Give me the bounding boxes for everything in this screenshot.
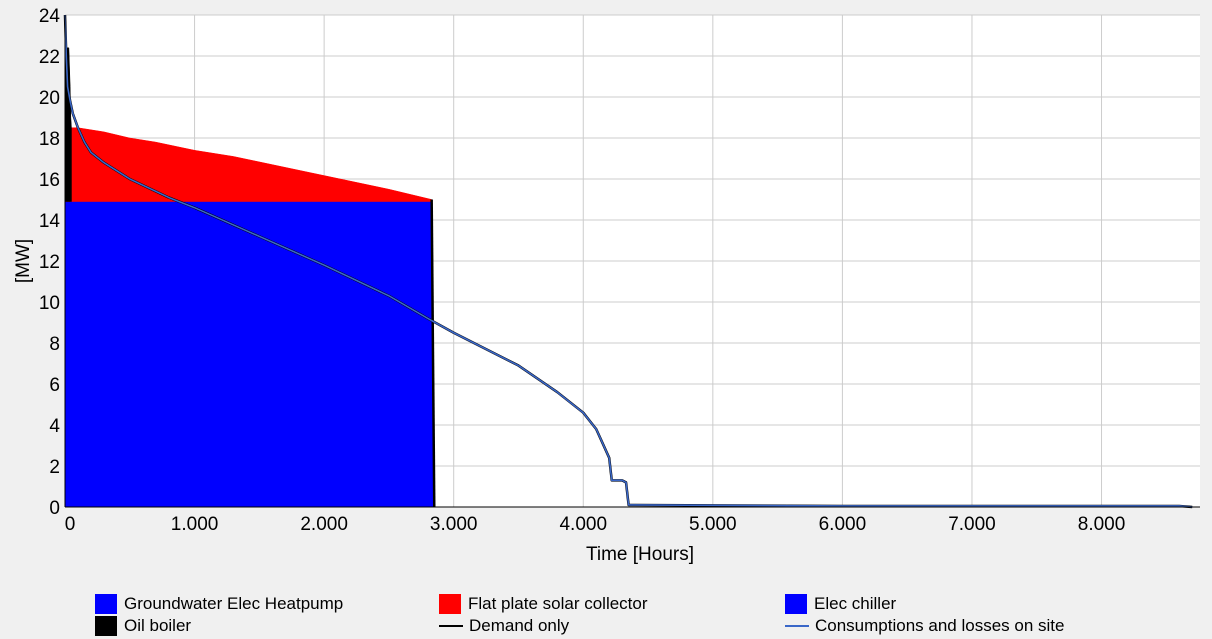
x-tick-label: 0 <box>65 514 76 535</box>
legend-swatch <box>439 594 461 614</box>
x-tick-label: 6.000 <box>819 514 867 535</box>
x-tick-label: 5.000 <box>689 514 737 535</box>
x-tick-label: 2.000 <box>300 514 348 535</box>
legend-label: Oil boiler <box>124 616 192 635</box>
y-tick-label: 20 <box>39 88 60 109</box>
y-tick-label: 2 <box>49 457 60 478</box>
legend-swatch <box>785 594 807 614</box>
x-axis-title: Time [Hours] <box>586 544 694 565</box>
legend-line-swatch <box>439 625 463 627</box>
area-flat-plate-solar-collector <box>64 127 432 202</box>
y-tick-label: 24 <box>39 6 61 27</box>
legend-item-oil-boiler: Oil boiler <box>95 616 191 636</box>
legend-item-consumptions-and-losses-on-site: Consumptions and losses on site <box>785 616 1064 636</box>
line-consumptions-and-losses-on-site <box>64 14 1193 508</box>
legend-item-demand-only: Demand only <box>439 616 569 636</box>
y-tick-label: 16 <box>39 170 60 191</box>
y-tick-label: 12 <box>39 252 60 273</box>
y-tick-label: 14 <box>39 211 61 232</box>
legend: Groundwater Elec Heatpump Flat plate sol… <box>95 594 1155 638</box>
y-axis-title: [MW] <box>13 239 34 283</box>
legend-label: Flat plate solar collector <box>468 594 648 613</box>
legend-label: Elec chiller <box>814 594 897 613</box>
legend-line-swatch <box>785 625 809 627</box>
y-tick-label: 22 <box>39 47 60 68</box>
area-groundwater-elec-heatpump <box>64 201 435 508</box>
legend-item-flat-plate-solar-collector: Flat plate solar collector <box>439 594 648 614</box>
legend-label: Consumptions and losses on site <box>815 616 1065 635</box>
x-tick-labels: 0 1.000 2.000 3.000 4.000 5.000 6.000 7.000 8.00… <box>65 514 1126 535</box>
x-tick-label: 7.000 <box>948 514 996 535</box>
x-tick-label: 8.000 <box>1078 514 1126 535</box>
y-tick-label: 0 <box>49 498 60 519</box>
x-tick-label: 3.000 <box>430 514 478 535</box>
legend-label: Groundwater Elec Heatpump <box>124 594 344 613</box>
y-tick-label: 10 <box>39 293 60 314</box>
y-tick-label: 6 <box>49 375 60 396</box>
legend-label: Demand only <box>469 616 570 635</box>
x-tick-label: 4.000 <box>559 514 607 535</box>
area-edge-line <box>430 199 436 508</box>
x-tick-label: 1.000 <box>171 514 219 535</box>
y-tick-label: 8 <box>49 334 60 355</box>
line-series <box>63 14 1193 509</box>
chart: 0 1.000 2.000 3.000 4.000 5.000 6.000 7.000 8.00… <box>13 6 1200 565</box>
legend-item-elec-chiller: Elec chiller <box>785 594 896 614</box>
legend-swatch <box>95 616 117 636</box>
legend-item-groundwater-elec-heatpump: Groundwater Elec Heatpump <box>95 594 343 614</box>
legend-swatch <box>95 594 117 614</box>
y-tick-label: 4 <box>49 416 60 437</box>
axes <box>64 15 1200 508</box>
y-tick-label: 18 <box>39 129 60 150</box>
